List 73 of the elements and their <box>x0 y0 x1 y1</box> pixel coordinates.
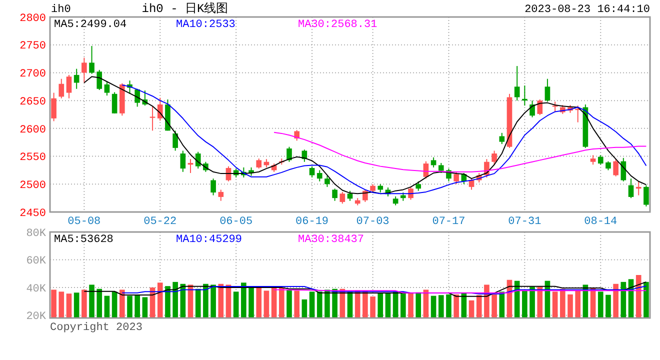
text: ih0 <box>51 4 71 16</box>
chart-title: ih0 - 日K线图 <box>142 2 228 16</box>
candlestick <box>537 98 543 116</box>
x-tick-label: 06-05 <box>220 216 253 228</box>
y-tick-label: 2500 <box>20 180 46 192</box>
candlestick <box>522 85 528 106</box>
text: MA30:38437 <box>298 234 364 246</box>
candlestick <box>157 97 163 122</box>
text: Copyright 2023 <box>50 322 142 334</box>
candlestick <box>613 158 618 177</box>
candlestick <box>544 78 550 102</box>
candlestick <box>172 130 178 152</box>
candlestick <box>438 162 444 174</box>
candlestick <box>347 190 353 202</box>
y-tick-label: 2700 <box>20 68 46 81</box>
candlestick <box>454 171 459 185</box>
candlestick <box>286 146 292 162</box>
candlestick <box>590 154 596 166</box>
x-tick-label: 05-22 <box>144 216 177 228</box>
candlestick <box>112 92 118 114</box>
candlestick <box>636 180 642 196</box>
y-tick-label: 2550 <box>20 152 46 164</box>
candlestick <box>89 45 94 74</box>
candlestick <box>316 170 322 182</box>
candlestick <box>82 57 87 84</box>
y-tick-label: 2600 <box>20 124 46 136</box>
x-tick-label: 05-08 <box>68 216 101 228</box>
text: 2023-08-23 16:44:10 <box>524 4 650 16</box>
y-tick-label: 80K <box>26 228 46 240</box>
candlestick <box>499 132 505 145</box>
candlestick <box>492 150 497 166</box>
candlestick <box>256 158 262 170</box>
y-tick-label: 2650 <box>20 96 46 108</box>
candlestick <box>598 154 604 166</box>
candlestick <box>644 184 649 207</box>
y-tick-label: 2800 <box>20 12 46 25</box>
y-tick-label: 60K <box>26 256 46 268</box>
candlestick <box>195 151 201 170</box>
candlestick <box>309 166 315 178</box>
x-tick-label: 07-17 <box>432 216 466 228</box>
candlestick <box>104 82 110 96</box>
candlestick <box>51 92 56 122</box>
candlestick <box>408 186 414 200</box>
y-tick-label: 2450 <box>20 208 46 220</box>
candlestick <box>324 175 330 188</box>
candlestick <box>74 68 80 90</box>
text: MA10:2533 <box>176 19 236 31</box>
candlestick <box>514 66 520 102</box>
x-tick-label: 07-03 <box>356 216 390 228</box>
text: MA5:53628 <box>54 234 114 246</box>
candlestick <box>96 69 102 90</box>
candlestick <box>362 189 368 202</box>
text: MA5:2499.04 <box>54 19 128 31</box>
candlestick <box>340 191 346 204</box>
candlestick <box>58 78 64 99</box>
y-tick-label: 40K <box>26 283 46 296</box>
candlestick <box>66 74 72 99</box>
text: MA10:45299 <box>176 234 242 246</box>
candlestick <box>180 150 186 172</box>
candlestick <box>628 178 634 199</box>
candlestick <box>210 178 216 196</box>
candlestick <box>218 189 224 202</box>
candlestick <box>530 100 535 118</box>
text: MA30:2568.31 <box>298 19 378 31</box>
y-tick-label: 2750 <box>20 40 46 53</box>
x-tick-label: 07-31 <box>508 216 542 228</box>
candlestick <box>150 106 156 132</box>
candlestick <box>416 180 422 192</box>
x-tick-label: 06-19 <box>296 216 329 228</box>
y-tick-label: 20K <box>26 311 46 324</box>
x-tick-label: 08-14 <box>584 216 618 228</box>
candlestick <box>430 156 436 168</box>
candlestick <box>332 188 338 202</box>
